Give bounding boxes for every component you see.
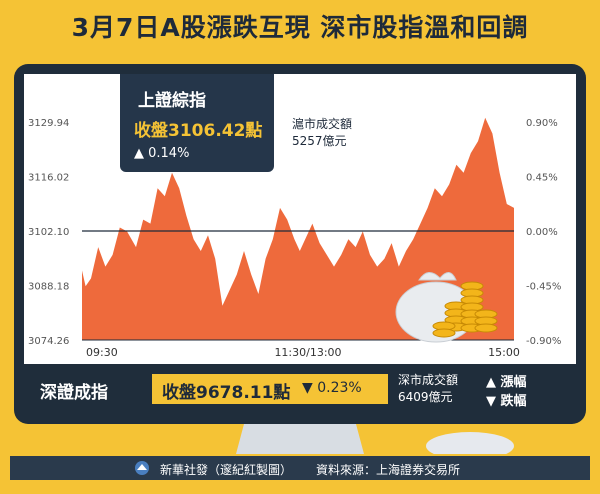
coin-2-2 [474,323,498,333]
footer: 新華社發（邃紀紅製圖） 資料來源：上海證券交易所 [0,454,600,494]
shenzhen-change: ▼ 0.23% [302,380,362,396]
x-tick: 09:30 [86,346,118,359]
legend-down: ▼ 跌幅 [486,394,527,409]
shenzhen-close-value: 收盤9678.11點 [162,383,291,403]
shanghai-volume: 滬市成交額 5257億元 [292,116,352,150]
y-tick-left: 3129.94 [28,118,69,129]
footer-bar: 新華社發（邃紀紅製圖） 資料來源：上海證券交易所 [10,456,590,480]
chart-screen: 3129.94 0.90% 3116.02 0.45% 3102.10 0.00% 3088… [24,74,576,364]
shanghai-index-area [82,117,514,340]
shenzhen-index-name: 深證成指 [40,383,108,403]
x-tick: 15:00 [488,346,520,359]
shanghai-volume-value: 5257億元 [292,134,347,148]
shanghai-change: ▲ 0.14% [134,146,190,161]
y-tick-right: -0.90% [526,336,561,347]
monitor-stand [236,424,514,454]
shenzhen-volume: 深市成交額 6409億元 [398,372,458,406]
legend-up: ▲ 漲幅 [486,375,527,390]
shenzhen-volume-label: 深市成交額 [398,373,459,387]
xinhua-logo-icon [135,461,149,475]
money-bag-icon [395,272,498,343]
coin-3-1 [432,328,456,338]
shanghai-intraday-chart: 3129.94 0.90% 3116.02 0.45% 3102.10 0.00% 3088… [28,117,561,359]
y-tick-left: 3102.10 [28,227,69,238]
y-tick-right: 0.45% [526,173,558,184]
shenzhen-close-box: 收盤9678.11點 ▼ 0.23% [152,374,388,404]
y-tick-right: 0.00% [526,227,558,238]
shanghai-index-panel: 上證綜指 收盤3106.42點 ▲ 0.14% [120,74,274,172]
y-tick-left: 3074.26 [28,336,69,347]
shanghai-close-value: 收盤3106.42點 [134,121,263,141]
x-tick: 11:30/13:00 [274,346,341,359]
shenzhen-volume-value: 6409億元 [398,390,453,404]
footer-agency: 新華社發（邃紀紅製圖） [160,463,293,477]
footer-data-source: 資料來源：上海證券交易所 [316,463,461,477]
y-tick-left: 3088.18 [28,282,69,293]
shanghai-volume-label: 滬市成交額 [292,117,353,131]
shanghai-index-name: 上證綜指 [138,91,206,111]
monitor-frame: 3129.94 0.90% 3116.02 0.45% 3102.10 0.00% 3088… [14,64,586,424]
headline: 3月7日A股漲跌互現 深市股指溫和回調 [71,13,529,42]
y-tick-left: 3116.02 [28,173,69,184]
y-tick-right: -0.45% [526,282,561,293]
shenzhen-index-bar: 深證成指 收盤9678.11點 ▼ 0.23% 深市成交額 6409億元 ▲ 漲… [24,368,576,412]
y-tick-right: 0.90% [526,118,558,129]
money-bag-top [418,272,457,281]
